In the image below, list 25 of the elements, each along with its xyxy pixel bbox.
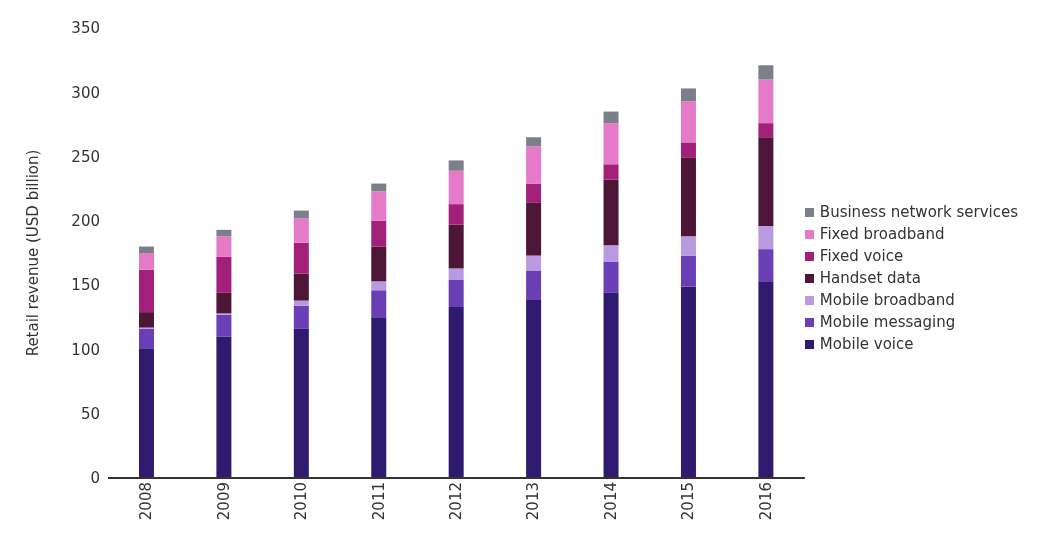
- x-tick-label: 2011: [369, 482, 388, 521]
- legend-label: Mobile broadband: [819, 291, 955, 309]
- y-axis-title: Retail revenue (USD billion): [24, 149, 43, 357]
- x-tick-label: 2014: [601, 482, 620, 521]
- x-tick-label: 2010: [292, 482, 311, 521]
- x-tick-label: 2015: [679, 482, 698, 521]
- x-tick-label: 2009: [214, 482, 233, 521]
- y-tick-label: 150: [71, 276, 100, 295]
- x-tick-label: 2008: [137, 482, 156, 521]
- legend-label: Mobile messaging: [819, 313, 956, 331]
- y-tick-label: 0: [90, 469, 100, 488]
- y-tick-label: 200: [71, 212, 100, 231]
- legend-label: Handset data: [819, 269, 921, 287]
- x-tick-label: 2016: [756, 482, 775, 521]
- x-tick-label: 2012: [447, 482, 466, 521]
- legend-label: Business network services: [819, 203, 1018, 221]
- legend-label: Fixed voice: [819, 247, 904, 265]
- y-tick-label: 100: [71, 340, 100, 359]
- y-tick-label: 350: [71, 19, 100, 38]
- legend-label: Fixed broadband: [819, 225, 945, 243]
- y-tick-label: 300: [71, 83, 100, 102]
- y-tick-label: 50: [80, 405, 100, 424]
- y-tick-label: 250: [71, 147, 100, 166]
- legend-label: Mobile voice: [819, 335, 914, 353]
- x-tick-label: 2013: [524, 482, 543, 521]
